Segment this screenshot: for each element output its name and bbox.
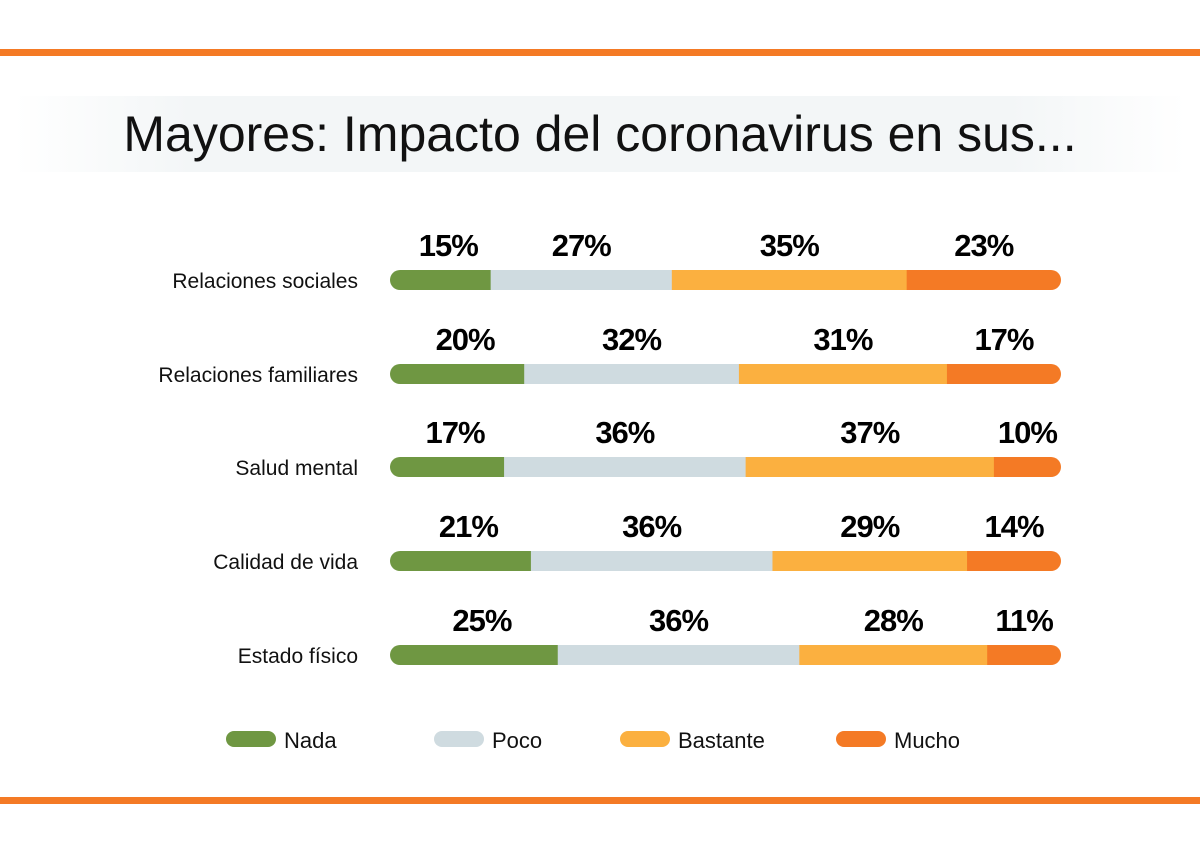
title-band	[14, 96, 1186, 172]
legend-swatch	[620, 731, 670, 747]
category-label: Relaciones sociales	[172, 270, 358, 293]
bar-segment-mucho	[906, 270, 1061, 290]
data-label: 20%	[436, 322, 495, 357]
bar-segment-bastante	[745, 457, 995, 477]
legend-label: Mucho	[894, 728, 960, 753]
data-label: 28%	[864, 603, 923, 638]
data-label: 15%	[419, 228, 478, 263]
legend-item-nada: Nada	[226, 728, 337, 753]
bar-segment-nada	[390, 270, 492, 290]
bar-row	[390, 645, 1061, 665]
bar-segment-mucho	[993, 457, 1061, 477]
top-rule	[0, 49, 1200, 56]
data-label: 36%	[595, 415, 654, 450]
legend-label: Poco	[492, 728, 542, 753]
data-label: 23%	[954, 228, 1013, 263]
bar-row	[390, 270, 1061, 290]
legend-swatch	[434, 731, 484, 747]
data-label: 17%	[426, 415, 485, 450]
data-label: 14%	[985, 509, 1044, 544]
bar-segment-bastante	[671, 270, 908, 290]
bar-segment-mucho	[987, 645, 1061, 665]
bar-segment-poco	[557, 645, 800, 665]
legend-item-mucho: Mucho	[836, 728, 960, 753]
data-label: 32%	[602, 322, 661, 357]
legend-label: Nada	[284, 728, 337, 753]
data-label: 17%	[974, 322, 1033, 357]
bar-row	[390, 364, 1061, 384]
data-label: 37%	[840, 415, 899, 450]
legend-label: Bastante	[678, 728, 765, 753]
bar-row	[390, 457, 1061, 477]
bar-row	[390, 551, 1061, 571]
bar-segment-bastante	[799, 645, 988, 665]
bar-segment-poco	[524, 364, 740, 384]
data-label: 27%	[552, 228, 611, 263]
bottom-rule	[0, 797, 1200, 804]
category-label: Salud mental	[235, 457, 358, 480]
legend-item-poco: Poco	[434, 728, 542, 753]
bar-segment-bastante	[738, 364, 948, 384]
legend-swatch	[836, 731, 886, 747]
category-label: Calidad de vida	[213, 551, 358, 574]
category-label: Relaciones familiares	[158, 364, 358, 387]
data-label: 36%	[649, 603, 708, 638]
legend-swatch	[226, 731, 276, 747]
chart-title: Mayores: Impacto del coronavirus en sus.…	[123, 106, 1077, 162]
bar-segment-poco	[530, 551, 773, 571]
bar-segment-poco	[504, 457, 747, 477]
bar-segment-nada	[390, 645, 559, 665]
bar-segment-mucho	[967, 551, 1061, 571]
data-label: 11%	[995, 603, 1053, 638]
legend-item-bastante: Bastante	[620, 728, 765, 753]
bar-segment-nada	[390, 551, 532, 571]
data-label: 21%	[439, 509, 498, 544]
data-label: 29%	[840, 509, 899, 544]
bar-segment-bastante	[772, 551, 968, 571]
data-label: 31%	[813, 322, 872, 357]
bar-segment-mucho	[946, 364, 1061, 384]
data-label: 35%	[760, 228, 819, 263]
bar-segment-poco	[490, 270, 673, 290]
data-label: 25%	[452, 603, 511, 638]
bar-segment-nada	[390, 364, 525, 384]
data-label: 10%	[998, 415, 1057, 450]
data-label: 36%	[622, 509, 681, 544]
category-label: Estado físico	[238, 645, 358, 668]
bar-segment-nada	[390, 457, 505, 477]
